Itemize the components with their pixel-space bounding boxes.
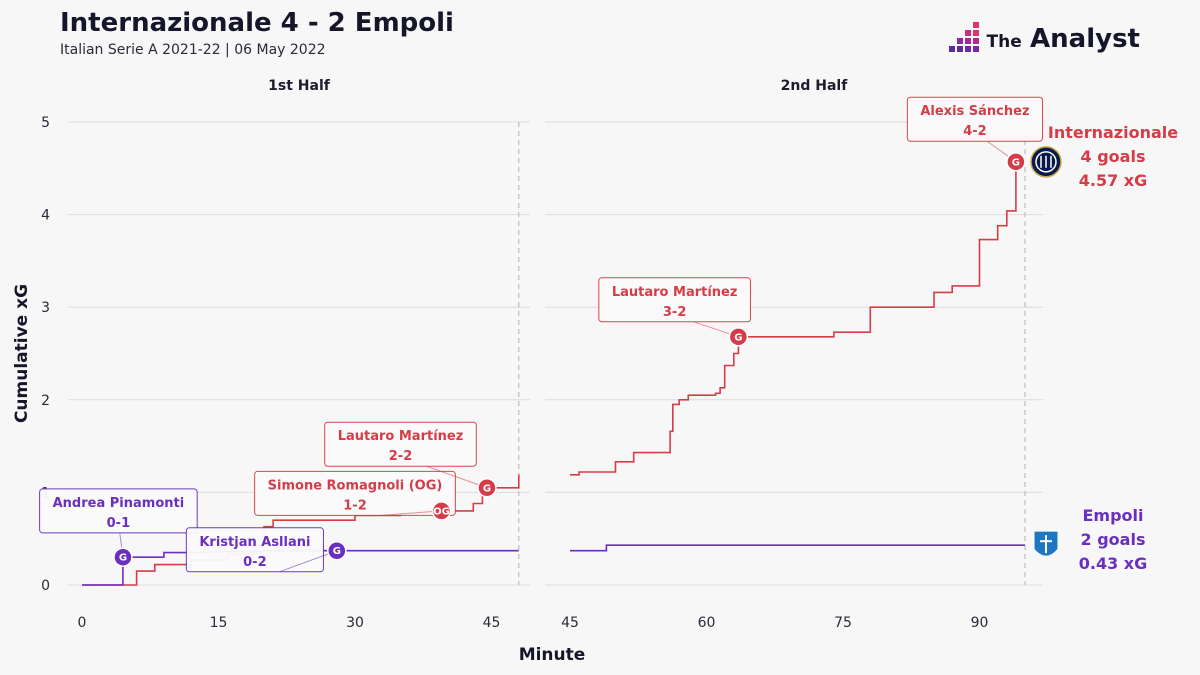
y-tick-label: 2 (41, 393, 50, 409)
goal-marker (728, 327, 749, 347)
half-label: 1st Half (268, 78, 331, 94)
annotation-box (39, 488, 198, 534)
goal-annotation: Andrea Pinamonti 0-1 (39, 488, 198, 558)
annotation-connector (279, 550, 337, 573)
brand-the: The (986, 32, 1022, 52)
brand-analyst: Analyst (1030, 24, 1140, 54)
y-tick-label: 0 (41, 578, 50, 594)
goal-score-label: 2-2 (389, 449, 413, 464)
xg-line-internazionale (82, 474, 520, 586)
annotation-box (598, 277, 751, 323)
team-goals-label: 2 goals (1081, 530, 1146, 549)
x-axis-label: Minute (519, 645, 586, 665)
goal-marker-label: G (734, 332, 742, 343)
goal-scorer-label: Lautaro Martínez (338, 429, 464, 444)
goal-marker-label: G (333, 546, 341, 557)
x-tick-label: 15 (210, 615, 228, 631)
team-goals-label: 4 goals (1081, 147, 1146, 166)
goal-score-label: 0-1 (107, 516, 131, 531)
half-label: 2nd Half (781, 78, 849, 94)
x-tick-label: 0 (78, 615, 87, 631)
analyst-pixel-icon (948, 22, 979, 52)
goal-marker-label: G (1012, 157, 1020, 168)
y-tick-label: 3 (41, 300, 50, 316)
goal-marker-label: G (483, 483, 491, 494)
x-tick-label: 90 (971, 615, 989, 631)
chart-subtitle: Italian Serie A 2021-22 | 06 May 2022 (60, 42, 326, 58)
goal-annotation: Simone Romagnoli (OG) 1-2 (254, 470, 456, 516)
y-axis-label: Cumulative xG (12, 284, 32, 423)
team-xg-label: 0.43 xG (1079, 554, 1148, 573)
team-name-label: Internazionale (1048, 123, 1178, 142)
goal-annotation: Alexis Sánchez 4-2 (906, 96, 1044, 163)
annotation-box (906, 96, 1044, 142)
goal-scorer-label: Andrea Pinamonti (53, 496, 185, 511)
inter-crest-inner (1035, 151, 1057, 173)
xg-line-empoli (570, 544, 1025, 552)
annotation-box (324, 421, 477, 467)
y-tick-label: 4 (41, 208, 50, 224)
empoli-crest-icon (1033, 530, 1059, 557)
x-tick-label: 45 (483, 615, 501, 631)
goal-scorer-label: Lautaro Martínez (612, 285, 738, 300)
goal-scorer-label: Alexis Sánchez (920, 104, 1029, 119)
x-tick-label: 30 (346, 615, 364, 631)
goal-marker (431, 501, 452, 521)
goal-score-label: 1-2 (343, 498, 367, 513)
annotation-box (254, 470, 456, 516)
goal-scorer-label: Kristjan Asllani (199, 535, 310, 550)
x-tick-label: 60 (698, 615, 716, 631)
goal-marker (113, 547, 133, 567)
x-tick-label: 45 (561, 615, 579, 631)
goal-score-label: 0-2 (243, 555, 267, 570)
inter-crest-icon (1030, 146, 1062, 178)
goal-annotation: Lautaro Martínez 2-2 (324, 421, 488, 489)
chart-title: Internazionale 4 - 2 Empoli (60, 8, 454, 38)
goal-scorer-label: Simone Romagnoli (OG) (268, 478, 443, 493)
goal-marker (327, 540, 347, 561)
goal-marker (1006, 152, 1026, 172)
xg-line-internazionale (570, 161, 1017, 476)
goal-score-label: 3-2 (663, 305, 687, 320)
brand-logo: The Analyst (947, 22, 1140, 56)
goal-marker-label: G (119, 553, 127, 564)
annotation-box (185, 527, 324, 573)
y-tick-label: 5 (41, 115, 50, 131)
goal-marker-label: OG (433, 506, 450, 517)
goal-score-label: 4-2 (963, 124, 987, 139)
annotation-connector (380, 510, 442, 516)
annotation-connector (426, 465, 488, 489)
goal-annotation: Lautaro Martínez 3-2 (598, 277, 751, 338)
team-name-label: Empoli (1082, 506, 1143, 525)
team-xg-label: 4.57 xG (1079, 171, 1148, 190)
goal-marker (477, 478, 497, 498)
goal-annotation: Kristjan Asllani 0-2 (185, 527, 337, 573)
brand-name: The Analyst (987, 24, 1140, 54)
x-tick-label: 75 (834, 615, 852, 631)
